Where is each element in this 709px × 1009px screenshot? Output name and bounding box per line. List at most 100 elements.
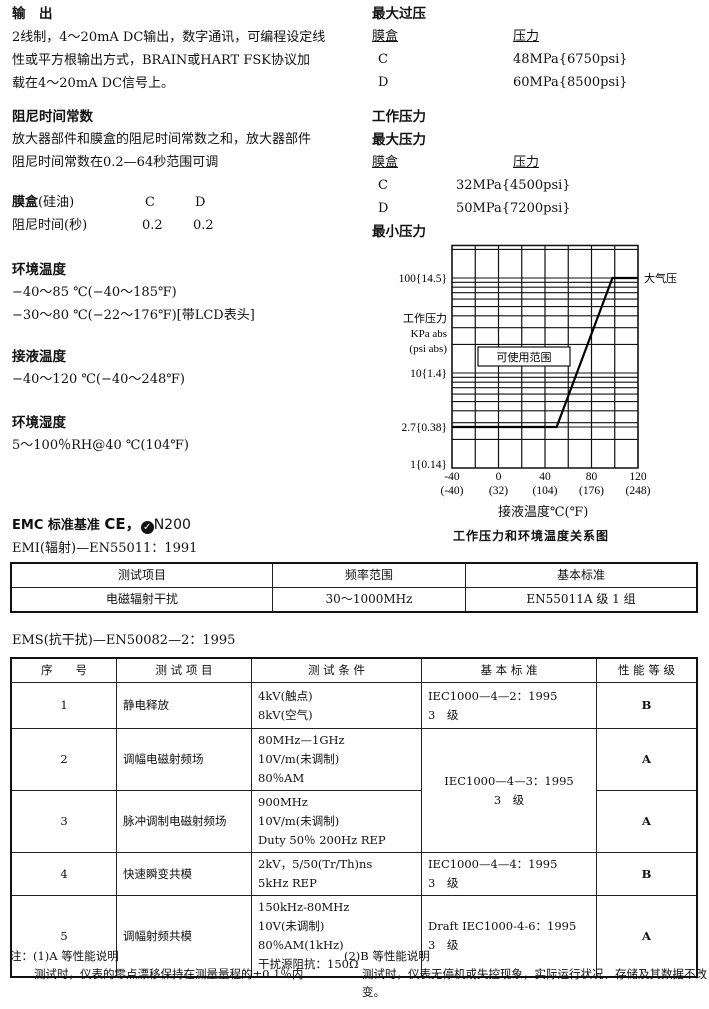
capsule: D [378, 201, 389, 216]
test-item: 调幅射频共模 [116, 895, 252, 978]
table-row: 4 快速瞬变共模 2kV，5/50(Tr/Th)ns 5kHz REP IEC10… [10, 852, 698, 896]
test-item: 脉冲调制电磁射频场 [116, 790, 252, 853]
y-axis-label: (psi abs) [409, 343, 447, 355]
x-tick-label: 80 [586, 471, 598, 483]
usable-region-label: 可使用范围 [497, 350, 552, 364]
plot-frame [451, 244, 639, 469]
table-cell: 电磁辐射干扰 [10, 587, 273, 613]
test-condition: 150kHz-80MHz 10V(未调制) 80％AM(1kHz) 干扰源阻抗：150… [251, 895, 422, 978]
pressure: 48MPa{6750psi} [513, 52, 628, 67]
usable-region-box [477, 346, 571, 367]
table-header: 频率范围 [272, 562, 466, 588]
output-line: 载在4～20mA DC信号上。 [12, 76, 175, 91]
table-header: 序 号 [10, 657, 117, 683]
pressure: 32MPa{4500psi} [456, 178, 571, 193]
test-item: 快速瞬变共模 [116, 852, 252, 896]
pressure: 50MPa{7200psi} [456, 201, 571, 216]
pressure-col-header: 压力 [513, 29, 540, 44]
note-b-title: (2)B 等性能说明 [344, 949, 430, 963]
standard: IEC1000—4—4：1995 3 级 [421, 852, 597, 896]
test-item: 静电释放 [116, 682, 252, 729]
table-row: 3 脉冲调制电磁射频场 900MHz 10V/m(未调制) Duty 50％ 200… [10, 790, 698, 853]
table-cell: 30～1000MHz [272, 587, 466, 613]
chart-title: 工作压力和环境温度关系图 [453, 529, 610, 543]
note-b-text: 测试时，仪表无停机或失控现象，实际运行状况、存储及其数据不改 [362, 967, 707, 981]
pressure: 60MPa{8500psi} [513, 75, 628, 90]
ambient-temp-line: −40～85 ℃(−40～185℉) [12, 285, 177, 300]
ambient-temp-heading: 环境温度 [12, 262, 66, 278]
capsule: D [378, 75, 389, 90]
pressure-col-header: 压力 [513, 155, 540, 170]
row-number: 1 [10, 682, 117, 729]
grade: B [596, 682, 698, 729]
x-tick-label-fahrenheit: (248) [626, 485, 651, 497]
test-condition: 80MHz—1GHz 10V/m(未调制) 80％AM [251, 728, 422, 791]
output-line: 性或平方根输出方式，BRAIN或HART FSK协议加 [12, 53, 310, 68]
pressure-temperature-chart: 可使用范围 大气压 100{14.5} 10{1.4} 2.7{0.38} 1{0.14}… [399, 244, 677, 497]
max-overpressure-heading: 最大过压 [372, 6, 426, 22]
test-condition: 900MHz 10V/m(未调制) Duty 50％ 200Hz REP [251, 790, 422, 853]
series-line [452, 276, 638, 429]
process-temp-line: −40～120 ℃(−40～248℉) [12, 372, 185, 387]
capsule-col-header: 膜盒 [372, 155, 399, 170]
x-tick-label: -40 [444, 471, 460, 483]
damping-c-value: 0.2 [142, 218, 163, 233]
x-tick-label: 40 [539, 471, 551, 483]
grade: A [596, 790, 698, 853]
output-heading: 输 出 [12, 6, 53, 22]
y-tick-label: 100{14.5} [399, 273, 447, 285]
table-cell: EN55011A 级 1 组 [465, 587, 698, 613]
standard: IEC1000—4—3：1995 3 级 [421, 728, 597, 853]
row-number: 2 [10, 728, 117, 791]
capsule: C [378, 178, 388, 193]
note-a-text: 测试时，仪表的零点漂移保持在测量量程的±0.1％内 [34, 967, 304, 981]
note-a-title: 注：(1)A 等性能说明 [10, 949, 119, 963]
test-condition: 2kV，5/50(Tr/Th)ns 5kHz REP [251, 852, 422, 896]
y-axis-label: KPa abs [411, 328, 447, 340]
table-header: 性 能 等 级 [596, 657, 698, 683]
emc-heading: EMC 标准基准 CE， ✓ N200 [12, 515, 191, 534]
x-tick-label-fahrenheit: (-40) [441, 485, 464, 497]
note-b-text: 变。 [362, 985, 385, 999]
emi-line: EMI(辐射)—EN55011：1991 [12, 541, 198, 556]
c-tick-mark-logo: ✓ [140, 521, 154, 534]
table-row: 1 静电释放 4kV(触点) 8kV(空气) IEC1000—4—2：1995 3 … [10, 682, 698, 729]
test-condition: 4kV(触点) 8kV(空气) [251, 682, 422, 729]
humidity-heading: 环境湿度 [12, 415, 66, 431]
grade: B [596, 852, 698, 896]
y-tick-label: 2.7{0.38} [401, 422, 447, 434]
y-axis-label: 工作压力 [403, 312, 447, 325]
row-number: 3 [10, 790, 117, 853]
grade: A [596, 895, 698, 978]
x-tick-label-fahrenheit: (176) [579, 485, 604, 497]
max-pressure-heading: 最大压力 [372, 132, 426, 148]
min-pressure-heading: 最小压力 [372, 224, 426, 240]
table-header: 基 本 标 准 [421, 657, 597, 683]
process-temp-heading: 接液温度 [12, 349, 66, 365]
table-header: 测试项目 [10, 562, 273, 588]
working-pressure-heading: 工作压力 [372, 109, 426, 125]
grade: A [596, 728, 698, 791]
capsule-col-header: 膜盒 [372, 29, 399, 44]
row-number: 4 [10, 852, 117, 896]
table-row: 2 调幅电磁射频场 80MHz—1GHz 10V/m(未调制) 80％AM IEC1… [10, 728, 698, 853]
damping-d-value: 0.2 [193, 218, 214, 233]
capsule-c: C [145, 195, 155, 210]
y-tick-label: 1{0.14} [410, 459, 447, 471]
x-tick-label: 120 [629, 471, 647, 483]
standard: Draft IEC1000-4-6：1995 3 级 [421, 895, 597, 978]
capsule: C [378, 52, 388, 67]
x-tick-label-fahrenheit: (104) [533, 485, 558, 497]
emi-table: 测试项目 频率范围 基本标准 电磁辐射干扰 30～1000MHz EN55011A 级 … [10, 562, 698, 613]
ce-mark-logo: CE， [104, 515, 141, 533]
chart-xlabel: 接液温度℃(℉) [498, 505, 589, 520]
y-tick-label: 10{1.4} [410, 368, 447, 380]
x-tick-label: 0 [496, 471, 502, 483]
atmospheric-pressure-label: 大气压 [644, 271, 677, 285]
damping-heading: 阻尼时间常数 [12, 109, 93, 125]
ems-table: 序 号 测 试 项 目 测 试 条 件 基 本 标 准 性 能 等 级 1 静电… [10, 657, 698, 978]
table-header: 测 试 条 件 [251, 657, 422, 683]
table-header: 基本标准 [465, 562, 698, 588]
output-line: 2线制，4～20mA DC输出，数字通讯，可编程设定线 [12, 30, 326, 45]
